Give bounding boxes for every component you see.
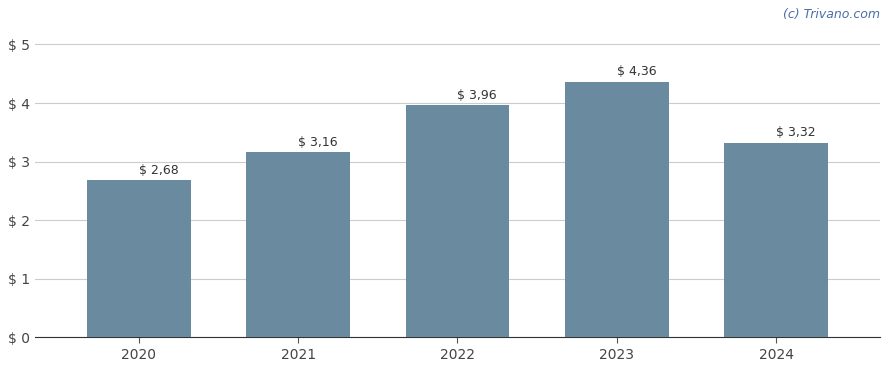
Bar — [565, 82, 669, 337]
Text: $ 3,16: $ 3,16 — [298, 136, 337, 149]
Bar — [725, 143, 828, 337]
Bar — [406, 105, 510, 337]
Text: $ 4,36: $ 4,36 — [617, 65, 656, 78]
Text: (c) Trivano.com: (c) Trivano.com — [782, 7, 880, 21]
Text: $ 3,32: $ 3,32 — [776, 126, 816, 139]
Bar — [246, 152, 350, 337]
Text: $ 3,96: $ 3,96 — [457, 89, 497, 102]
Bar — [87, 180, 191, 337]
Text: $ 2,68: $ 2,68 — [139, 164, 178, 177]
